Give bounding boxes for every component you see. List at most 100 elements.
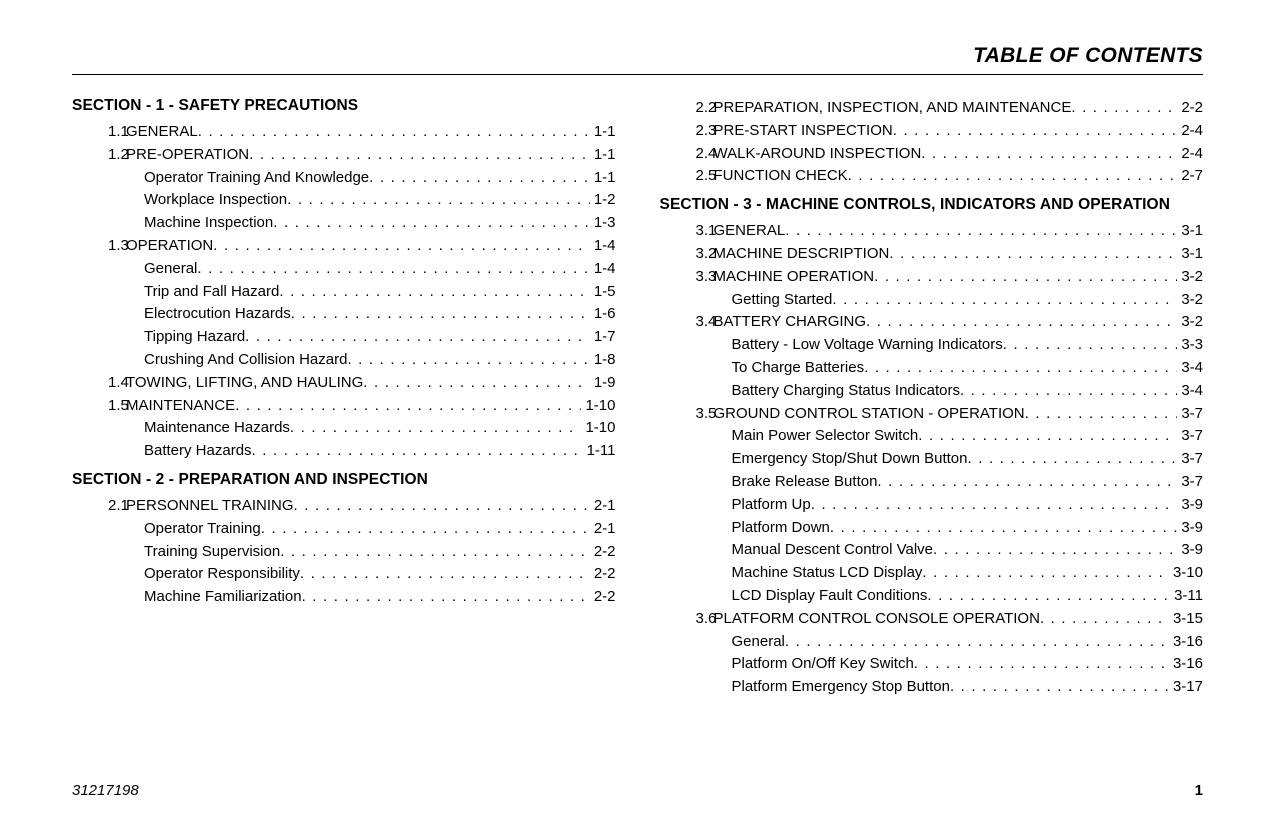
toc-label: PREPARATION, INSPECTION, AND MAINTENANCE — [708, 97, 1072, 120]
toc-page: 3-16 — [1169, 653, 1203, 676]
toc-leader-dots — [245, 326, 590, 349]
toc-entry: 3.4BATTERY CHARGING3-2 — [660, 311, 1204, 334]
toc-subentry: Crushing And Collision Hazard 1-8 — [72, 349, 616, 372]
toc-label: Workplace Inspection — [120, 189, 287, 212]
toc-page: 1-7 — [590, 326, 616, 349]
toc-label: MACHINE OPERATION — [708, 266, 875, 289]
toc-subentry: Tipping Hazard 1-7 — [72, 326, 616, 349]
toc-label: Platform Emergency Stop Button — [708, 676, 950, 699]
toc-page: 1-2 — [590, 189, 616, 212]
toc-page: 3-1 — [1177, 220, 1203, 243]
toc-subentry: Electrocution Hazards1-6 — [72, 303, 616, 326]
toc-number: 2.1 — [72, 495, 120, 518]
toc-number: 1.2 — [72, 144, 120, 167]
toc-page: 3-7 — [1177, 403, 1203, 426]
toc-number: 2.3 — [660, 120, 708, 143]
toc-label: MAINTENANCE — [120, 395, 235, 418]
toc-subentry: Brake Release Button3-7 — [660, 471, 1204, 494]
toc-right-column: 2.2PREPARATION, INSPECTION, AND MAINTENA… — [660, 97, 1204, 699]
toc-leader-dots — [864, 357, 1177, 380]
toc-page: 1-1 — [590, 121, 616, 144]
toc-label: GENERAL — [708, 220, 786, 243]
section-heading: SECTION - 3 - MACHINE CONTROLS, INDICATO… — [660, 196, 1204, 214]
toc-leader-dots — [1025, 403, 1178, 426]
toc-subentry: LCD Display Fault Conditions3-11 — [660, 585, 1204, 608]
toc-subentry: Getting Started3-2 — [660, 289, 1204, 312]
toc-label: TOWING, LIFTING, AND HAULING — [120, 372, 363, 395]
toc-label: Trip and Fall Hazard — [120, 281, 279, 304]
toc-page: 2-4 — [1177, 120, 1203, 143]
toc-label: Maintenance Hazards — [120, 417, 290, 440]
toc-label: General — [120, 258, 197, 281]
toc-label: Getting Started — [708, 289, 833, 312]
toc-page: 3-9 — [1177, 494, 1203, 517]
toc-subentry: Operator Responsibility2-2 — [72, 563, 616, 586]
toc-page: 3-11 — [1170, 585, 1203, 608]
toc-subentry: Battery - Low Voltage Warning Indicators… — [660, 334, 1204, 357]
toc-entry: 1.3OPERATION1-4 — [72, 235, 616, 258]
toc-label: WALK-AROUND INSPECTION — [708, 143, 922, 166]
toc-entry: 2.5FUNCTION CHECK2-7 — [660, 165, 1204, 188]
toc-page: 1-10 — [581, 417, 615, 440]
toc-leader-dots — [235, 395, 581, 418]
toc-page: 2-7 — [1177, 165, 1203, 188]
toc-subentry: Trip and Fall Hazard1-5 — [72, 281, 616, 304]
toc-subentry: General3-16 — [660, 631, 1204, 654]
toc-page: 3-4 — [1177, 357, 1203, 380]
toc-leader-dots — [252, 440, 583, 463]
section-heading: SECTION - 1 - SAFETY PRECAUTIONS — [72, 97, 616, 115]
toc-leader-dots — [1040, 608, 1169, 631]
toc-leader-dots — [294, 495, 590, 518]
toc-entry: 3.5GROUND CONTROL STATION - OPERATION3-7 — [660, 403, 1204, 426]
toc-entry: 1.4TOWING, LIFTING, AND HAULING1-9 — [72, 372, 616, 395]
toc-page: 1-8 — [590, 349, 616, 372]
toc-page: 3-7 — [1177, 471, 1203, 494]
toc-subentry: Platform Down 3-9 — [660, 517, 1204, 540]
toc-subentry: Operator Training And Knowledge 1-1 — [72, 167, 616, 190]
toc-leader-dots — [302, 586, 590, 609]
toc-leader-dots — [848, 165, 1178, 188]
toc-page: 2-1 — [590, 495, 616, 518]
footer: 31217198 1 — [72, 782, 1203, 799]
toc-label: Platform Up — [708, 494, 811, 517]
toc-page: 3-7 — [1177, 448, 1203, 471]
toc-leader-dots — [927, 585, 1170, 608]
toc-label: Tipping Hazard — [120, 326, 245, 349]
toc-page: 1-1 — [590, 167, 616, 190]
toc-label: Battery Charging Status Indicators — [708, 380, 960, 403]
toc-label: Training Supervision — [120, 541, 280, 564]
toc-leader-dots — [213, 235, 590, 258]
toc-subentry: Machine Inspection1-3 — [72, 212, 616, 235]
toc-leader-dots — [785, 220, 1177, 243]
toc-page: 3-4 — [1177, 380, 1203, 403]
toc-page: 3-3 — [1177, 334, 1203, 357]
toc-page: 3-9 — [1177, 517, 1203, 540]
toc-entry: 1.5MAINTENANCE1-10 — [72, 395, 616, 418]
toc-number: 3.5 — [660, 403, 708, 426]
toc-entry: 2.3PRE-START INSPECTION2-4 — [660, 120, 1204, 143]
toc-leader-dots — [249, 144, 590, 167]
toc-leader-dots — [279, 281, 589, 304]
toc-leader-dots — [1071, 97, 1177, 120]
toc-label: PERSONNEL TRAINING — [120, 495, 294, 518]
toc-label: Platform Down — [708, 517, 830, 540]
toc-label: Machine Status LCD Display — [708, 562, 923, 585]
doc-number: 31217198 — [72, 782, 139, 799]
toc-leader-dots — [300, 563, 590, 586]
toc-leader-dots — [785, 631, 1169, 654]
toc-page: 1-1 — [590, 144, 616, 167]
toc-label: Platform On/Off Key Switch — [708, 653, 914, 676]
toc-label: Crushing And Collision Hazard — [120, 349, 347, 372]
toc-leader-dots — [198, 121, 590, 144]
toc-number: 3.3 — [660, 266, 708, 289]
toc-label: Operator Training And Knowledge — [120, 167, 369, 190]
header-rule — [72, 74, 1203, 75]
toc-entry: 3.2MACHINE DESCRIPTION3-1 — [660, 243, 1204, 266]
toc-page: 1-4 — [590, 235, 616, 258]
toc-leader-dots — [811, 494, 1178, 517]
toc-subentry: Machine Familiarization2-2 — [72, 586, 616, 609]
toc-leader-dots — [347, 349, 589, 372]
toc-label: General — [708, 631, 785, 654]
toc-entry: 2.4WALK-AROUND INSPECTION2-4 — [660, 143, 1204, 166]
toc-label: Battery - Low Voltage Warning Indicators — [708, 334, 1003, 357]
